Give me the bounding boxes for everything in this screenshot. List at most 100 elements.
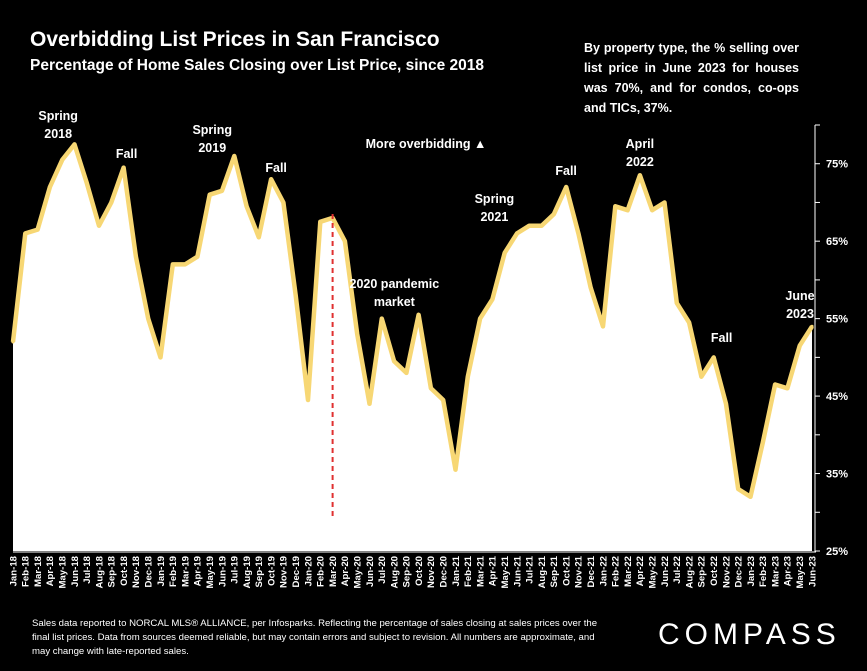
data-point	[232, 154, 236, 158]
x-tick-label: Mar-20	[328, 556, 339, 587]
x-tick-label: Aug-19	[242, 556, 253, 589]
x-tick-label: Apr-18	[45, 555, 56, 586]
data-point	[699, 375, 704, 379]
data-point	[785, 386, 790, 390]
data-point	[576, 231, 581, 235]
data-point	[269, 177, 273, 181]
annotation-label: market	[374, 295, 416, 309]
x-tick-label: Sep-19	[254, 556, 265, 587]
y-tick-label: 35%	[826, 469, 848, 481]
compass-logo: COMPASS	[658, 618, 841, 651]
data-point	[220, 189, 224, 193]
data-point	[306, 398, 310, 402]
data-point	[810, 324, 814, 328]
data-point	[158, 355, 163, 359]
source-footnote: Sales data reported to NORCAL MLS® ALLIA…	[32, 618, 598, 657]
annotation-label: 2022	[626, 155, 654, 169]
x-tick-label: Mar-21	[475, 555, 486, 587]
data-point	[466, 375, 470, 379]
data-point	[687, 320, 691, 325]
annotation-label: Mid-	[451, 484, 477, 498]
area-layer	[10, 142, 814, 551]
x-tick-label: Jul-20	[377, 556, 388, 584]
annotation-label: 2019	[198, 141, 226, 155]
data-point	[343, 239, 347, 243]
annotation-label: Fall	[555, 164, 577, 178]
annotation-label: dynamics in the previous month.	[31, 478, 293, 492]
annotation-label: Seasonal ebbs and flows are typical.	[31, 497, 248, 511]
data-point	[773, 382, 777, 387]
x-tick-label: Jan-18	[8, 555, 19, 586]
x-tick-label: Jul-21	[525, 555, 536, 583]
data-point	[11, 340, 15, 344]
data-point	[97, 224, 101, 228]
data-point	[60, 158, 64, 162]
x-tick-label: Jan-22	[598, 556, 609, 586]
x-tick-label: Feb-22	[611, 556, 622, 587]
data-point	[122, 166, 126, 170]
x-tick-label: Dec-19	[291, 556, 302, 587]
data-point	[626, 208, 630, 212]
data-point	[355, 332, 359, 336]
annotation-label: Mid-	[590, 346, 616, 360]
annotation-label: Mid-	[738, 509, 764, 523]
data-point	[183, 262, 187, 266]
x-tick-label: Nov-21	[574, 555, 585, 588]
x-tick-label: Feb-21	[463, 555, 474, 587]
x-tick-label: May-23	[795, 556, 806, 589]
data-point	[294, 293, 298, 297]
data-point	[195, 255, 199, 259]
data-point	[552, 212, 556, 216]
x-tick-label: Mar-18	[33, 555, 44, 587]
annotation-label: Winter	[444, 502, 483, 516]
x-tick-label: Jan-21	[451, 555, 462, 586]
x-tick-label: Aug-20	[389, 556, 400, 589]
annotation-label: Winter	[731, 527, 770, 541]
chart-title: Overbidding List Prices in San Francisco	[30, 28, 440, 51]
data-point	[367, 402, 372, 406]
data-point	[417, 313, 421, 317]
data-point	[675, 301, 679, 305]
annotation-label: Spring	[192, 123, 232, 137]
chart-subtitle: Percentage of Home Sales Closing over Li…	[30, 57, 484, 74]
x-tick-label: Apr-23	[783, 556, 794, 586]
x-tick-label: Jun-23	[807, 556, 818, 587]
annotation-layer: Spring 2018 Fall Mid- Winter Spring 2019 Fall Mi…	[31, 109, 815, 544]
data-point	[638, 173, 642, 177]
x-tick-label: Jan-19	[156, 556, 167, 586]
x-tick-label: Jun-18	[70, 555, 81, 587]
data-point	[589, 286, 593, 290]
data-point	[281, 200, 285, 205]
data-point	[478, 317, 482, 321]
x-tick-label: Jun-22	[660, 556, 671, 587]
property-type-callout: By property type, the % selling over lis…	[584, 41, 799, 115]
data-point	[85, 181, 89, 185]
data-point	[171, 262, 175, 266]
annotation-label: More overbidding ▲	[366, 137, 487, 151]
x-tick-label: Nov-19	[279, 556, 290, 588]
x-tick-label: Nov-22	[721, 556, 732, 588]
x-tick-label: Jan-23	[746, 556, 757, 586]
x-tick-label: Mar-23	[770, 556, 781, 587]
x-tick-label: Apr-21	[488, 555, 499, 586]
x-tick-label: Aug-22	[684, 556, 695, 589]
data-point	[527, 224, 531, 228]
data-point	[453, 468, 458, 472]
y-tick-label: 75%	[826, 159, 848, 171]
axis-layer: 25%35%45%55%65%75%Jan-18 Feb-18 Mar-18 Apr-…	[8, 124, 848, 589]
data-point	[72, 142, 77, 146]
x-tick-label: Apr-19	[193, 556, 204, 586]
x-tick-label: Feb-19	[168, 556, 179, 587]
data-point	[712, 355, 716, 359]
annotation-label: Fall	[711, 331, 733, 345]
x-tick-label: Dec-22	[734, 556, 745, 587]
x-tick-label: Oct-18	[119, 555, 130, 586]
data-point	[736, 487, 740, 491]
x-tick-label: May-20	[353, 556, 364, 589]
x-tick-label: Sep-21	[549, 555, 560, 587]
annotation-label: Pandemic hits ▲	[246, 530, 347, 544]
x-tick-label: Dec-20	[439, 556, 450, 587]
series-line	[10, 142, 814, 500]
data-point	[318, 220, 322, 224]
